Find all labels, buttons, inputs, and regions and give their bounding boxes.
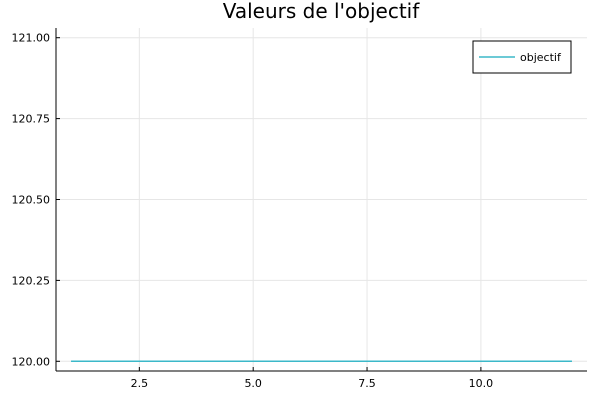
grid <box>56 28 587 371</box>
y-tick-label-4: 121.00 <box>12 32 51 45</box>
x-tick-label-0: 2.5 <box>131 377 149 390</box>
legend: objectif <box>472 40 572 74</box>
y-tick-label-3: 120.75 <box>12 113 51 126</box>
x-ticks: 2.5 5.0 7.5 10.0 <box>131 367 494 390</box>
y-tick-label-2: 120.50 <box>12 194 51 207</box>
x-tick-label-1: 5.0 <box>244 377 262 390</box>
y-tick-label-0: 120.00 <box>12 355 51 368</box>
chart-title: Valeurs de l'objectif <box>223 0 421 23</box>
x-tick-label-3: 10.0 <box>469 377 494 390</box>
legend-label-objectif: objectif <box>520 51 562 64</box>
x-tick-label-2: 7.5 <box>358 377 376 390</box>
y-tick-label-1: 120.25 <box>12 274 51 287</box>
y-ticks: 120.00 120.25 120.50 120.75 121.00 <box>12 32 60 368</box>
